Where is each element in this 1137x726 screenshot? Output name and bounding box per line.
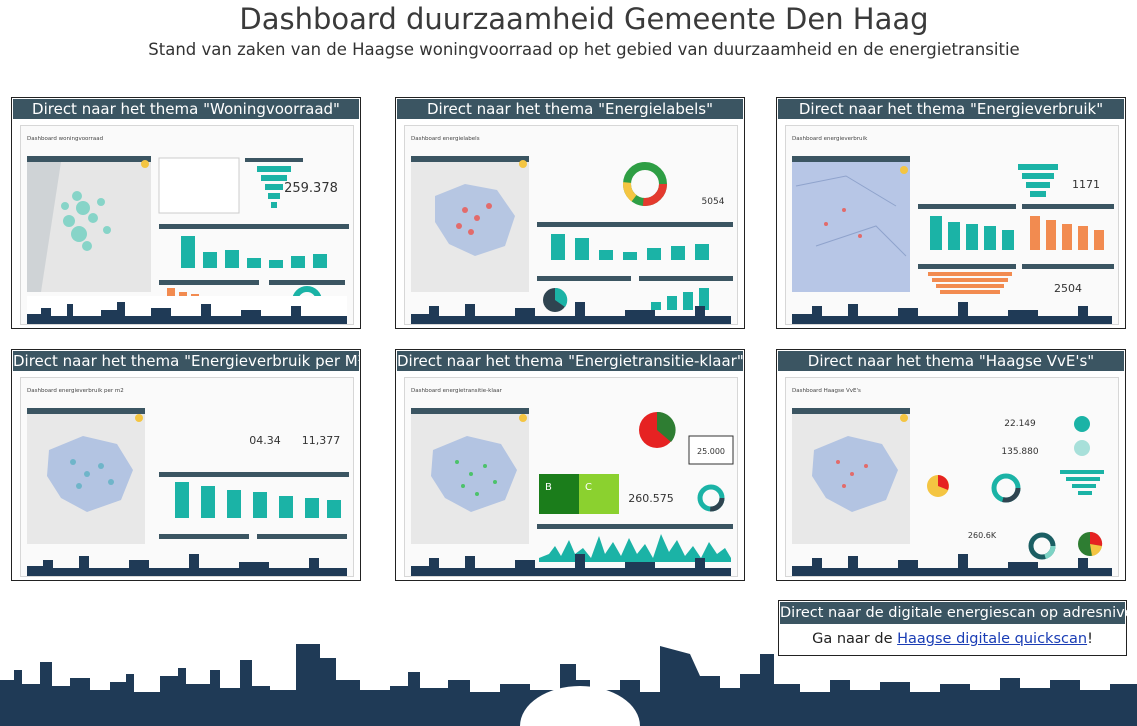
svg-text:Dashboard Haagse VvE's: Dashboard Haagse VvE's [792,388,861,394]
thumbnail-energieverbruik: Dashboard energieverbruik 1171 2504 [785,125,1119,325]
kpi-woningen: 259.378 [284,181,338,196]
quickscan-header: Direct naar de digitale energiescan op a… [780,602,1137,624]
card-energielabels[interactable]: Direct naar het thema "Energielabels" Da… [395,97,745,329]
kpi-transitie-2: 25.000 [697,447,725,456]
quickscan-text: Ga naar de Haagse digitale quickscan! [779,631,1126,647]
card-header-haagse-vves[interactable]: Direct naar het thema "Haagse VvE's" [778,351,1124,371]
card-header-energielabels[interactable]: Direct naar het thema "Energielabels" [397,99,743,119]
thumbnail-woningvoorraad: Dashboard woningvoorraad 259.378 [20,125,354,325]
kpi-transitie: 260.575 [628,492,674,505]
card-header-energieverbruik-per-m2[interactable]: Direct naar het thema "Energieverbruik p… [13,351,359,371]
kpi-verbruik-2: 2504 [1054,282,1082,295]
card-energieverbruik-per-m2[interactable]: Direct naar het thema "Energieverbruik p… [11,349,361,581]
kpi-vve-2: 135.880 [1001,447,1038,457]
thumbnail-energietransitie-klaar-graphic: Dashboard energietransitie-klaar 25.000 … [411,388,734,576]
card-header-energietransitie-klaar[interactable]: Direct naar het thema "Energietransitie-… [397,351,743,371]
thumbnail-energietransitie-klaar: Dashboard energietransitie-klaar 25.000 … [404,377,738,577]
thumbnail-energieverbruik-graphic: Dashboard energieverbruik 1171 2504 [792,136,1114,324]
kpi-vve-3: 260.6K [968,531,997,540]
page-title: Dashboard duurzaamheid Gemeente Den Haag [239,2,929,36]
kpi-per-m2-2: 11,377 [302,434,341,447]
svg-text:Dashboard woningvoorraad: Dashboard woningvoorraad [27,136,103,142]
kpi-labels: 5054 [702,197,725,207]
svg-text:Dashboard energielabels: Dashboard energielabels [411,136,480,142]
page-subtitle: Stand van zaken van de Haagse woningvoor… [148,40,1020,59]
card-energieverbruik[interactable]: Direct naar het thema "Energieverbruik" … [776,97,1126,329]
thumbnail-energieverbruik-per-m2-graphic: Dashboard energieverbruik per m2 04.34 1… [27,388,349,576]
kpi-per-m2: 04.34 [249,434,281,447]
card-woningvoorraad[interactable]: Direct naar het thema "Woningvoorraad" D… [11,97,361,329]
svg-text:Dashboard energieverbruik: Dashboard energieverbruik [792,136,868,142]
thumbnail-energieverbruik-per-m2: Dashboard energieverbruik per m2 04.34 1… [20,377,354,577]
card-header-energieverbruik[interactable]: Direct naar het thema "Energieverbruik" [778,99,1124,119]
tile-label-c: C [585,482,592,493]
quickscan-link[interactable]: Haagse digitale quickscan [897,631,1088,647]
skyline-footer [0,644,1137,726]
quickscan-text-before: Ga naar de [812,631,898,647]
thumbnail-haagse-vves: Dashboard Haagse VvE's 22.149 135.880 26… [785,377,1119,577]
card-header-woningvoorraad[interactable]: Direct naar het thema "Woningvoorraad" [13,99,359,119]
card-energietransitie-klaar[interactable]: Direct naar het thema "Energietransitie-… [395,349,745,581]
kpi-verbruik: 1171 [1072,178,1100,191]
thumbnail-energielabels: Dashboard energielabels 5054 [404,125,738,325]
quickscan-text-after: ! [1087,631,1093,647]
card-haagse-vves[interactable]: Direct naar het thema "Haagse VvE's" Das… [776,349,1126,581]
tile-label-b: B [545,482,552,493]
thumbnail-woningvoorraad-graphic: Dashboard woningvoorraad 259.378 [27,136,349,324]
thumbnail-haagse-vves-graphic: Dashboard Haagse VvE's 22.149 135.880 26… [792,388,1112,576]
kpi-vve: 22.149 [1004,419,1036,429]
thumbnail-energielabels-graphic: Dashboard energielabels 5054 [411,136,733,324]
quickscan-box: Direct naar de digitale energiescan op a… [778,600,1137,656]
svg-text:Dashboard energieverbruik per: Dashboard energieverbruik per m2 [27,388,124,394]
svg-text:Dashboard energietransitie-kla: Dashboard energietransitie-klaar [411,388,503,394]
